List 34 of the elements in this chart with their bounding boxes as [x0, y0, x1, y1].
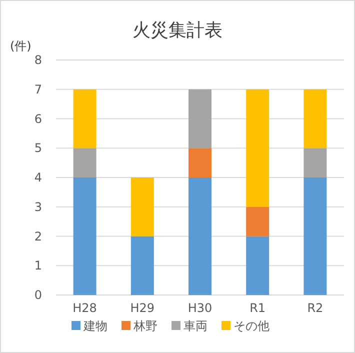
bar — [73, 148, 96, 178]
bar — [130, 178, 154, 236]
bar — [188, 89, 212, 148]
bar — [246, 89, 270, 207]
y-tick-label: 7 — [34, 82, 42, 96]
bar — [304, 89, 327, 148]
y-tick-label: 1 — [34, 258, 42, 273]
bar — [304, 148, 327, 178]
y-tick-label: 5 — [34, 141, 42, 156]
y-tick-label: 3 — [34, 200, 42, 214]
bar — [130, 236, 154, 295]
bar — [73, 178, 96, 295]
legend-label: その他 — [234, 319, 270, 333]
bar — [188, 148, 212, 178]
bar — [246, 206, 270, 236]
y-tick-label: 6 — [34, 112, 42, 126]
bar — [304, 178, 327, 295]
y-tick-label: 2 — [34, 229, 42, 244]
x-tick-label: H28 — [72, 301, 97, 315]
legend-label: 車両 — [184, 319, 208, 333]
x-tick-label: H29 — [130, 301, 155, 315]
chart-title: 火災集計表 — [132, 20, 222, 41]
legend-label: 林野 — [132, 319, 158, 333]
x-tick-label: R2 — [307, 301, 324, 315]
y-tick-label: 8 — [34, 53, 42, 67]
x-tick-label: H30 — [188, 301, 212, 315]
bar — [246, 236, 270, 295]
y-axis-title: (件) — [10, 39, 32, 53]
bar — [73, 89, 96, 148]
x-tick-label: R1 — [250, 301, 266, 315]
legend-label: 建物 — [82, 319, 108, 333]
bar — [188, 178, 212, 295]
y-tick-label: 0 — [34, 288, 42, 302]
y-tick-label: 4 — [34, 170, 42, 184]
